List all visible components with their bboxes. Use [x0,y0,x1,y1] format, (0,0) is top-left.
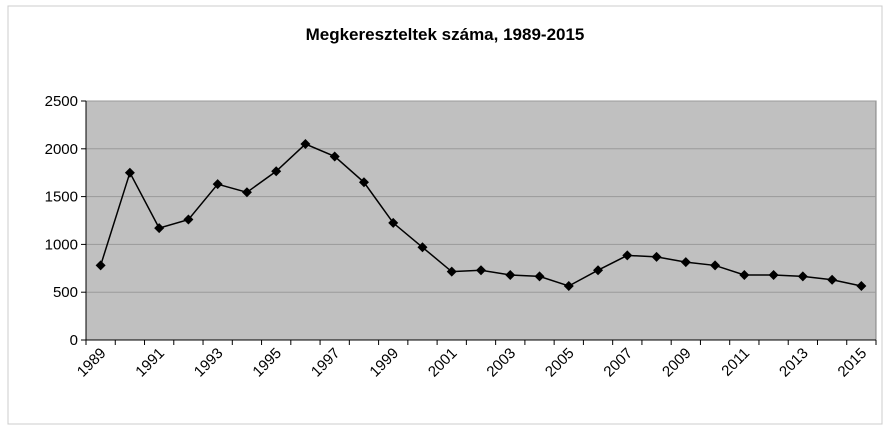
marker [710,260,721,271]
marker [417,242,428,253]
marker [856,280,867,291]
plot-area [85,100,877,341]
marker [651,251,662,262]
marker [505,269,516,280]
marker [563,280,574,291]
y-tick-label: 0 [70,332,78,349]
y-tick-label: 500 [53,284,78,301]
y-tick-label: 2500 [45,93,78,110]
marker [124,167,135,178]
marker [154,223,165,234]
marker [446,266,457,277]
marker [476,265,486,276]
marker [739,269,750,280]
marker [827,274,838,285]
y-tick-label: 1000 [45,236,78,253]
marker [680,257,691,268]
marker [388,217,399,228]
marker [212,179,223,190]
marker [534,271,545,282]
marker [593,265,604,276]
marker [241,187,252,198]
marker [271,166,282,177]
marker [622,250,633,261]
marker [797,271,808,282]
marker [768,269,779,280]
marker [95,260,106,271]
chart-title: Megkereszteltek száma, 1989-2015 [306,25,585,44]
marker [358,177,369,188]
marker [183,214,194,225]
y-tick-label: 2000 [45,141,78,158]
marker [300,139,311,150]
y-tick-label: 1500 [45,189,78,206]
marker [329,151,340,162]
